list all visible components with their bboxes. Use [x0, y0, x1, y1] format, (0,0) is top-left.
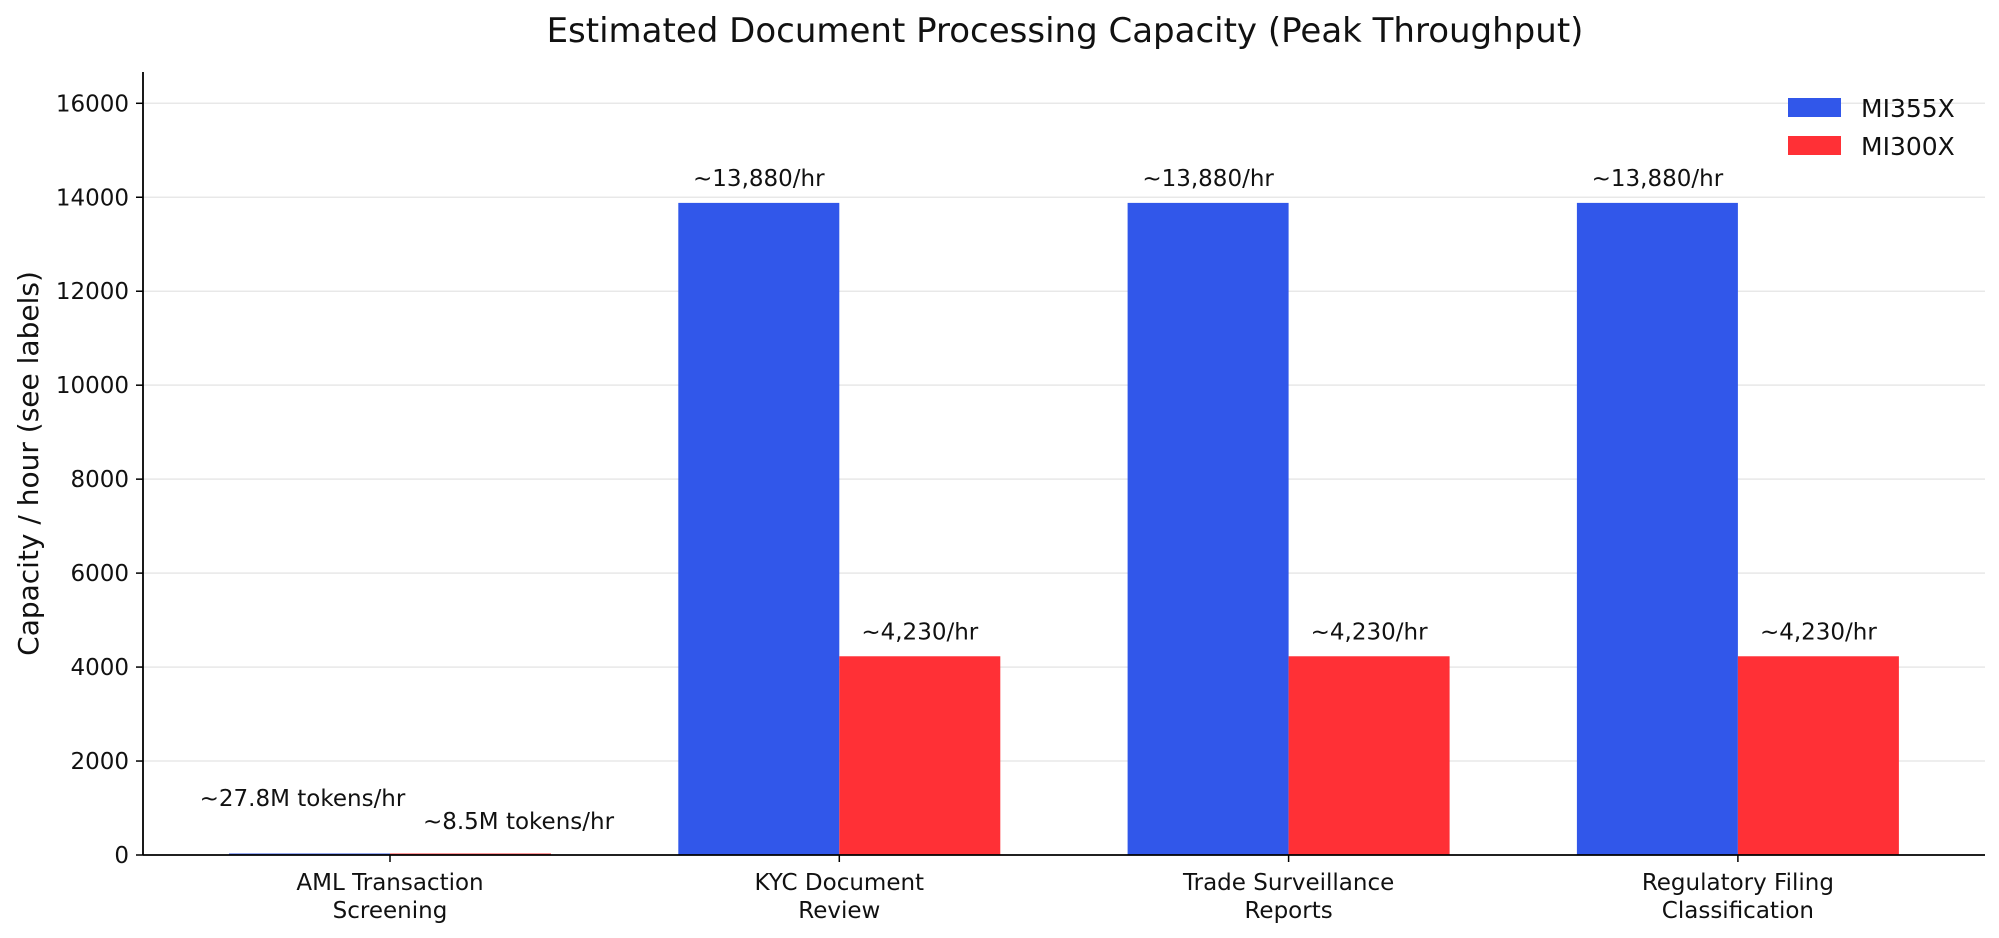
bar-mi300x-2 [1288, 656, 1450, 855]
data-label: ~27.8M tokens/hr [200, 786, 406, 812]
data-label: ~13,880/hr [693, 166, 825, 192]
y-tick-label: 0 [114, 843, 129, 869]
bar-mi300x-1 [839, 656, 1001, 855]
y-tick-label: 2000 [70, 749, 129, 775]
axes [142, 72, 1985, 856]
y-tick-label: 6000 [70, 561, 129, 587]
x-tick-label: Regulatory Filing [1642, 870, 1834, 896]
y-tick-label: 16000 [56, 91, 129, 117]
legend-label: MI355X [1861, 94, 1955, 123]
data-label: ~13,880/hr [1592, 166, 1724, 192]
bar-mi355x-1 [678, 202, 840, 856]
bar-mi355x-3 [1576, 202, 1738, 856]
x-tick-label: KYC Document [755, 870, 925, 896]
x-tick-label: Screening [333, 898, 448, 924]
y-tick-label: 8000 [70, 467, 129, 493]
legend-swatch-mi355x [1788, 98, 1841, 117]
data-labels: ~27.8M tokens/hr ~13,880/hr ~13,880/hr ~13,… [200, 166, 1878, 835]
bar-mi300x-3 [1737, 656, 1899, 855]
data-label: ~8.5M tokens/hr [423, 809, 615, 835]
x-tick-label: Trade Surveillance [1182, 870, 1394, 896]
data-label: ~4,230/hr [1760, 619, 1877, 645]
legend-label: MI300X [1861, 132, 1955, 161]
y-tick-label: 12000 [56, 279, 129, 305]
y-tick-label: 4000 [70, 655, 129, 681]
y-tick-label: 10000 [56, 373, 129, 399]
y-ticks: 0 2000 4000 6000 8000 10000 12000 14000 16000 [56, 91, 143, 869]
data-label: ~13,880/hr [1142, 166, 1274, 192]
legend-swatch-mi300x [1788, 136, 1841, 155]
legend: MI355X MI300X [1788, 94, 1955, 161]
y-axis-label: Capacity / hour (see labels) [12, 271, 45, 656]
x-tick-label: Reports [1244, 898, 1332, 924]
y-tick-label: 14000 [56, 185, 129, 211]
bars [229, 202, 1899, 856]
gridlines [143, 102, 1985, 762]
data-label: ~4,230/hr [861, 619, 978, 645]
bar-mi355x-2 [1127, 202, 1289, 856]
x-tick-label: Classification [1662, 898, 1814, 924]
x-tick-label: Review [798, 898, 880, 924]
x-tick-label: AML Transaction [296, 870, 483, 896]
chart-title: Estimated Document Processing Capacity (… [547, 11, 1584, 51]
data-label: ~4,230/hr [1311, 619, 1428, 645]
